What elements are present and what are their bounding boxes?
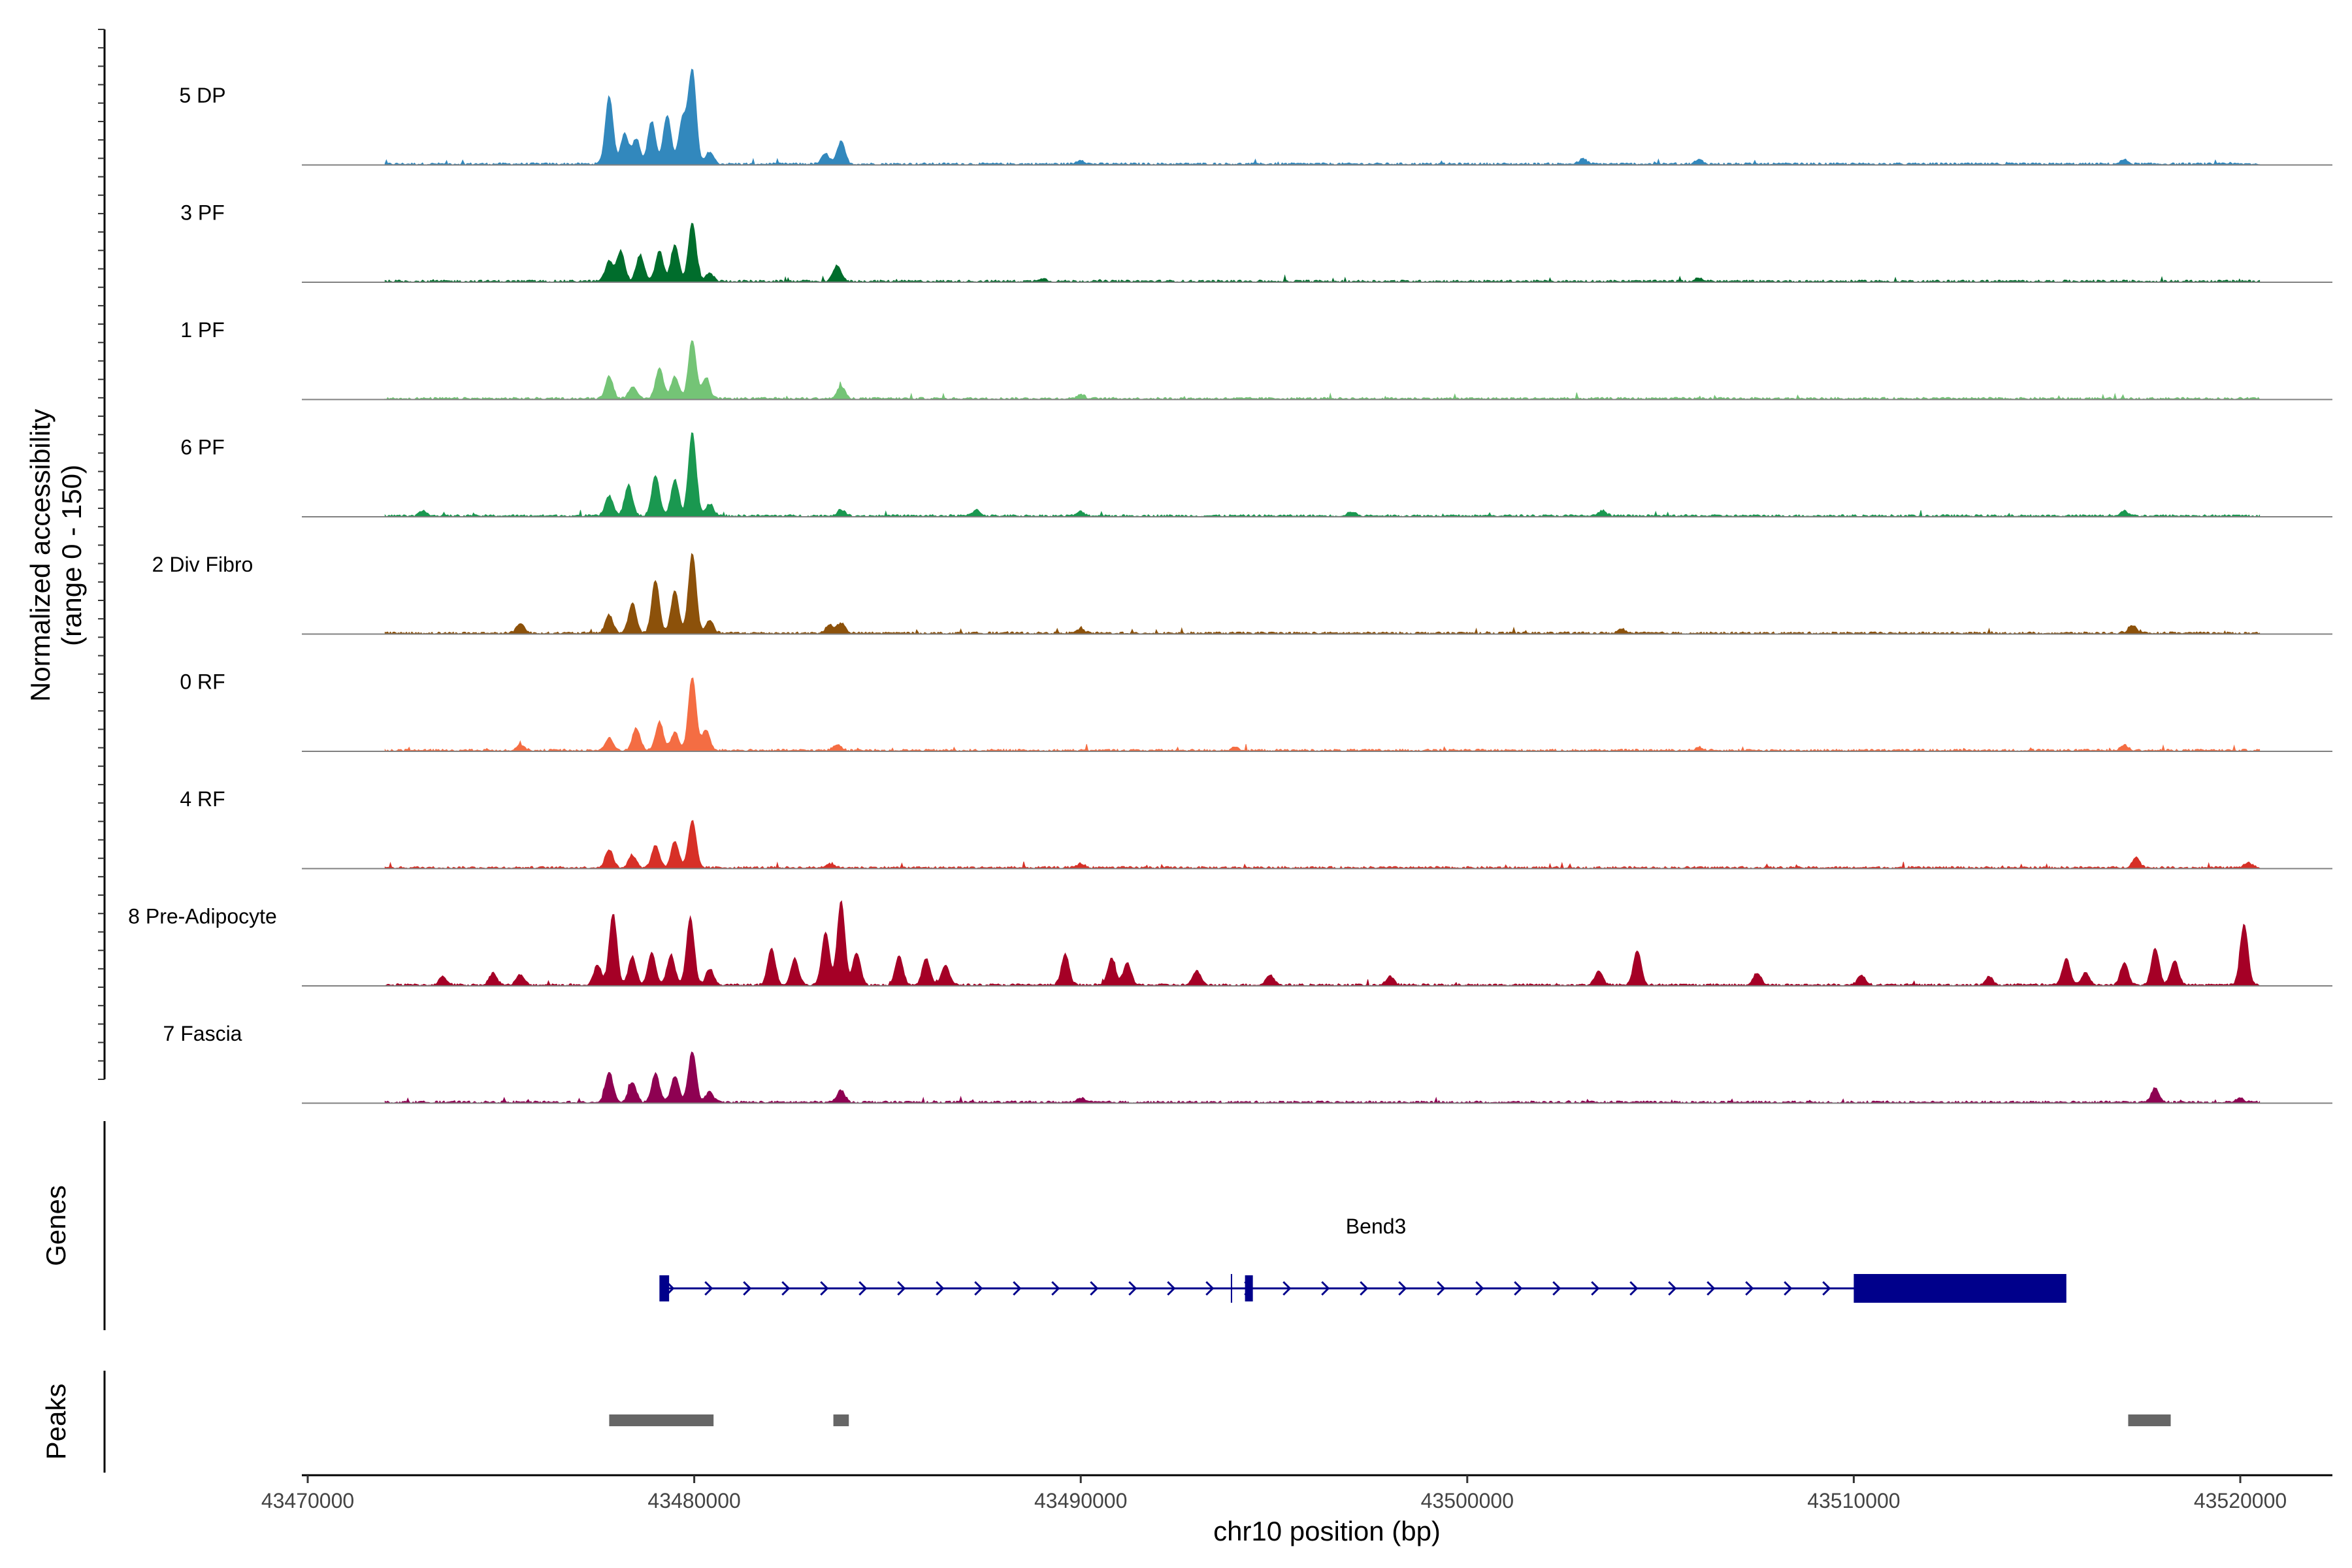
strand-arrow: [1167, 1281, 1176, 1296]
strand-arrow: [743, 1281, 752, 1296]
strand-arrow: [1282, 1281, 1292, 1296]
coverage-area: [384, 677, 2261, 752]
strand-arrow: [1514, 1281, 1523, 1296]
track-label: 7 Fascia: [163, 1022, 242, 1045]
track-label: 5 DP: [179, 84, 225, 107]
gene-exon: [659, 1275, 670, 1301]
coverage-area: [384, 69, 2261, 166]
strand-arrow: [897, 1281, 906, 1296]
coverage-area: [384, 553, 2261, 635]
coverage-area: [384, 820, 2261, 870]
track-1-pf: 1 PF: [180, 318, 2332, 400]
strand-arrow: [1475, 1281, 1484, 1296]
track-label: 1 PF: [180, 318, 225, 342]
track-2-div-fibro: 2 Div Fibro: [152, 553, 2332, 635]
track-label: 6 PF: [180, 435, 225, 459]
strand-arrow: [1707, 1281, 1716, 1296]
tracks-layer: 5 DP 3 PF 1 PF 6 PF 2 Div Fibro 0 RF 4 RF 8 Pre…: [128, 69, 2332, 1104]
y-axis-title-line: (range 0 - 150): [56, 465, 87, 646]
track-label: 3 PF: [180, 201, 225, 224]
peaks-panel: Peaks: [41, 1371, 2171, 1473]
x-axis-tick-label: 43510000: [1807, 1489, 1900, 1512]
strand-arrow: [1552, 1281, 1561, 1296]
strand-arrow: [1591, 1281, 1600, 1296]
track-8-pre-adipocyte: 8 Pre-Adipocyte: [128, 900, 2332, 987]
coverage-area: [384, 900, 2261, 987]
strand-arrow: [1360, 1281, 1369, 1296]
strand-arrow: [1784, 1281, 1793, 1296]
coverage-area: [384, 1051, 2261, 1104]
strand-arrow: [974, 1281, 983, 1296]
accessibility-y-axis: Normalized accessibility(range 0 - 150): [25, 29, 106, 1080]
coverage-area: [384, 432, 2261, 517]
peak-region: [609, 1414, 714, 1426]
strand-arrow: [1437, 1281, 1446, 1296]
strand-arrow: [858, 1281, 868, 1296]
coverage-area: [384, 223, 2261, 284]
x-axis-tick-label: 43520000: [2194, 1489, 2287, 1512]
x-axis: 43470000 43480000 43490000 43500000 43510000…: [261, 1474, 2332, 1546]
peak-region: [2128, 1414, 2171, 1426]
track-0-rf: 0 RF: [180, 670, 2332, 752]
track-3-pf: 3 PF: [180, 201, 2332, 284]
y-axis-title: Normalized accessibility(range 0 - 150): [25, 409, 87, 702]
gene-exon: [1854, 1274, 2066, 1303]
strand-arrow: [1822, 1281, 1831, 1296]
peaks-panel-title: Peaks: [41, 1384, 71, 1460]
strand-arrow: [704, 1281, 713, 1296]
strand-arrow: [781, 1281, 791, 1296]
strand-arrow: [1668, 1281, 1677, 1296]
genes-panel: Genes Bend3: [41, 1121, 2066, 1330]
track-4-rf: 4 RF: [180, 787, 2332, 870]
track-label: 4 RF: [180, 787, 225, 811]
strand-arrow: [1128, 1281, 1137, 1296]
y-axis-title-line: Normalized accessibility: [25, 409, 56, 702]
peak-region: [833, 1414, 849, 1426]
genes-panel-title: Genes: [41, 1185, 71, 1266]
track-6-pf: 6 PF: [180, 432, 2332, 517]
strand-arrow: [1398, 1281, 1407, 1296]
x-axis-tick-label: 43500000: [1421, 1489, 1514, 1512]
x-axis-tick-label: 43480000: [647, 1489, 740, 1512]
track-label: 2 Div Fibro: [152, 553, 253, 576]
x-axis-title: chr10 position (bp): [1213, 1516, 1441, 1546]
track-5-dp: 5 DP: [179, 69, 2332, 166]
strand-arrow: [1051, 1281, 1060, 1296]
strand-arrow: [1090, 1281, 1099, 1296]
strand-arrow: [1321, 1281, 1330, 1296]
track-label: 8 Pre-Adipocyte: [128, 904, 277, 928]
strand-arrow: [936, 1281, 945, 1296]
strand-arrow: [1205, 1281, 1215, 1296]
x-axis-tick-label: 43490000: [1034, 1489, 1127, 1512]
strand-arrow: [820, 1281, 829, 1296]
strand-arrow: [1745, 1281, 1754, 1296]
track-7-fascia: 7 Fascia: [163, 1022, 2332, 1104]
strand-arrow: [1629, 1281, 1639, 1296]
gene-name-label: Bend3: [1346, 1215, 1407, 1238]
track-label: 0 RF: [180, 670, 225, 693]
gene-exon: [1245, 1275, 1253, 1301]
strand-arrow: [1013, 1281, 1022, 1296]
x-axis-tick-label: 43470000: [261, 1489, 354, 1512]
coverage-area: [384, 340, 2261, 400]
